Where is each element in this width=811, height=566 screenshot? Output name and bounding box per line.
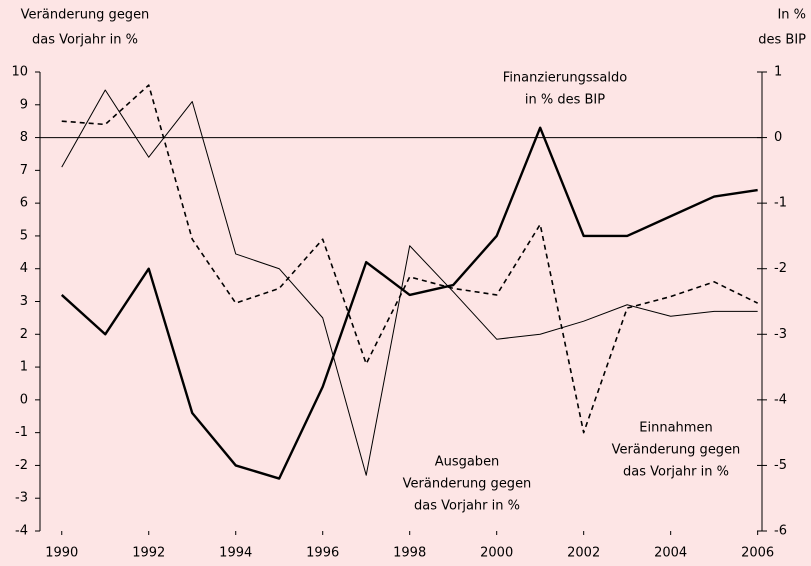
y-axis-label: das Vorjahr in % — [32, 33, 138, 48]
x-tick-label: 2000 — [480, 546, 513, 561]
y-tick-label: -2 — [15, 458, 28, 473]
x-tick-label: 2006 — [741, 546, 774, 561]
x-tick-label: 1998 — [393, 546, 426, 561]
y2-tick-label: -6 — [774, 524, 787, 539]
x-tick-label: 1992 — [132, 546, 165, 561]
y-tick-label: 2 — [20, 327, 28, 342]
y-tick-label: 3 — [20, 294, 28, 309]
y2-tick-label: 0 — [774, 130, 782, 145]
y-axis-label: Veränderung gegen — [21, 8, 150, 23]
y-tick-label: 10 — [11, 65, 28, 80]
annotation: das Vorjahr in % — [623, 465, 729, 480]
y2-tick-label: -3 — [774, 327, 787, 342]
y2-tick-label: -2 — [774, 261, 787, 276]
series-line — [60, 126, 758, 480]
y-tick-label: 7 — [20, 163, 28, 178]
annotation: in % des BIP — [525, 93, 605, 108]
annotation: Veränderung gegen — [612, 443, 741, 458]
y-tick-label: 5 — [20, 228, 28, 243]
y-tick-label: -3 — [15, 491, 28, 506]
y2-tick-label: -1 — [774, 196, 787, 211]
x-tick-label: 1996 — [306, 546, 339, 561]
y2-tick-label: -4 — [774, 392, 787, 407]
annotation: Einnahmen — [639, 421, 712, 436]
annotation: Veränderung gegen — [403, 477, 532, 492]
y-tick-label: 8 — [20, 130, 28, 145]
y-tick-label: 6 — [20, 196, 28, 211]
y-tick-label: 1 — [20, 360, 28, 375]
series-line — [61, 84, 759, 434]
y-tick-label: -4 — [15, 524, 28, 539]
annotation: Finanzierungssaldo — [503, 71, 627, 86]
y-tick-label: -1 — [15, 425, 28, 440]
y-tick-label: 4 — [20, 261, 28, 276]
y2-tick-label: 1 — [774, 65, 782, 80]
x-tick-label: 2002 — [567, 546, 600, 561]
x-tick-label: 1990 — [45, 546, 78, 561]
x-tick-label: 1994 — [219, 546, 252, 561]
y2-axis-label: des BIP — [758, 33, 806, 48]
annotation: Ausgaben — [435, 455, 500, 470]
y-tick-label: 0 — [20, 392, 28, 407]
y2-axis-label: In % — [777, 8, 806, 23]
series-line — [61, 89, 758, 476]
y2-tick-label: -5 — [774, 458, 787, 473]
x-tick-label: 2004 — [654, 546, 687, 561]
y-tick-label: 9 — [20, 97, 28, 112]
annotation: das Vorjahr in % — [414, 499, 520, 514]
